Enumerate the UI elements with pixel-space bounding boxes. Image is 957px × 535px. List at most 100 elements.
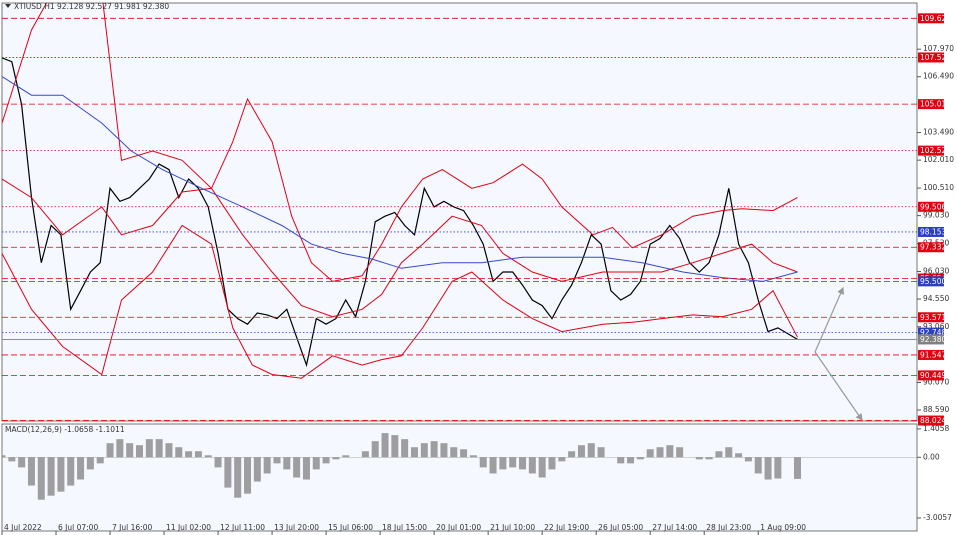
macd-bar <box>371 441 379 458</box>
macd-bar <box>695 457 703 460</box>
level-tag <box>918 349 944 360</box>
macd-bar <box>312 457 320 470</box>
x-tick-label: 12 Jul 11:00 <box>220 523 265 532</box>
y-tick-label: 0.00 <box>923 452 940 461</box>
macd-bar <box>106 443 114 458</box>
level-label: 109.627 <box>920 14 951 23</box>
level-tag <box>918 370 944 381</box>
level-tag <box>918 99 944 110</box>
macd-bar <box>381 433 389 458</box>
macd-bar <box>302 457 310 480</box>
macd-bar <box>450 447 458 458</box>
price-line <box>2 178 798 318</box>
y-tick-label: 102.010 <box>923 155 954 164</box>
macd-bar <box>676 447 684 458</box>
macd-bar <box>204 455 212 458</box>
macd-bar <box>430 441 438 458</box>
macd-bar <box>656 447 664 458</box>
macd-bar <box>568 451 576 458</box>
macd-bar <box>519 457 527 470</box>
level-label: 92.748 <box>920 328 946 337</box>
y-tick-label: 99.030 <box>923 211 949 220</box>
macd-bar <box>194 451 202 458</box>
macd-bar <box>57 457 65 492</box>
macd-bar <box>8 457 16 462</box>
macd-bar <box>764 457 772 480</box>
level-tag <box>918 415 944 426</box>
macd-bar <box>725 447 733 458</box>
macd-bar <box>538 457 546 478</box>
level-label: 88.024 <box>920 416 946 425</box>
macd-bar <box>410 447 418 458</box>
x-tick-label: 13 Jul 20:00 <box>274 523 319 532</box>
y-tick-label: 107.970 <box>923 44 954 53</box>
x-tick-label: 21 Jul 10:00 <box>490 523 535 532</box>
macd-bar <box>214 457 222 468</box>
y-tick-label: 90.070 <box>923 377 949 386</box>
level-label: 105.019 <box>920 100 951 109</box>
x-tick-label: 26 Jul 05:00 <box>598 523 643 532</box>
plot-area <box>2 433 917 500</box>
macd-bar <box>145 439 153 458</box>
macd-bar <box>627 457 635 464</box>
level-label: 102.521 <box>920 146 951 155</box>
macd-bar <box>116 439 124 458</box>
level-label: 91.547 <box>920 350 946 359</box>
macd-bar <box>735 453 743 458</box>
x-tick-label: 28 Jul 23:00 <box>706 523 751 532</box>
macd-bar <box>774 457 782 479</box>
x-tick-label: 7 Jul 16:00 <box>112 523 152 532</box>
level-label: 107.525 <box>920 53 951 62</box>
macd-bar <box>489 457 497 474</box>
macd-bar <box>744 457 752 462</box>
macd-bar <box>715 451 723 458</box>
macd-bar <box>27 457 35 486</box>
macd-bar <box>67 457 75 486</box>
macd-bar <box>617 457 625 464</box>
level-tag <box>918 226 944 237</box>
price-line <box>2 57 798 368</box>
macd-bar <box>587 443 595 458</box>
macd-bar <box>636 457 644 460</box>
level-label: 95.500 <box>920 277 946 286</box>
price-line <box>2 224 798 379</box>
macd-bar <box>47 457 55 496</box>
x-tick-label: 6 Jul 07:00 <box>58 523 98 532</box>
x-tick-label: 22 Jul 19:00 <box>544 523 589 532</box>
macd-bar <box>332 457 340 460</box>
level-label: 97.332 <box>920 243 946 252</box>
macd-bar <box>440 443 448 458</box>
level-tag <box>918 13 944 24</box>
x-tick-label: 18 Jul 15:00 <box>382 523 427 532</box>
macd-bar <box>37 457 45 500</box>
macd-bar <box>460 449 468 458</box>
y-tick-label: 94.550 <box>923 294 949 303</box>
y-tick-label: 103.490 <box>923 128 954 137</box>
macd-bar <box>754 457 762 474</box>
macd-bar <box>361 451 369 458</box>
price-panel <box>1 2 918 422</box>
projection-arrow <box>814 351 863 421</box>
macd-bar <box>558 457 566 462</box>
macd-bar <box>577 445 585 458</box>
macd-bar <box>293 457 301 478</box>
macd-bar <box>666 445 674 458</box>
level-tag <box>918 312 944 323</box>
macd-bar <box>77 457 85 480</box>
level-tag <box>918 276 944 287</box>
level-tag <box>918 334 944 345</box>
level-tag <box>918 52 944 63</box>
macd-bar <box>401 439 409 458</box>
macd-bar <box>597 447 605 458</box>
macd-bar <box>244 457 252 494</box>
x-tick-label: 1 Aug 09:00 <box>760 523 806 532</box>
level-tag <box>918 145 944 156</box>
macd-bar <box>528 457 536 474</box>
macd-bar <box>185 451 193 458</box>
macd-bar <box>126 443 134 458</box>
level-tag <box>918 201 944 212</box>
macd-bar <box>86 457 94 470</box>
macd-bar <box>342 455 350 458</box>
macd-bar <box>705 457 713 460</box>
